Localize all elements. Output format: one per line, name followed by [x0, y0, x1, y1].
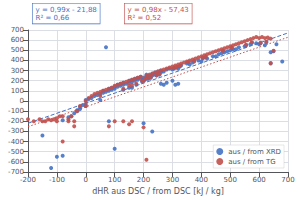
- svg-text:0: 0: [20, 97, 24, 105]
- svg-text:500: 500: [224, 176, 237, 184]
- svg-text:-200: -200: [20, 176, 36, 184]
- svg-text:700: 700: [281, 176, 294, 184]
- svg-text:R² = 0,52: R² = 0,52: [128, 14, 162, 22]
- svg-text:-500: -500: [8, 148, 24, 156]
- svg-text:300: 300: [166, 176, 179, 184]
- svg-text:-100: -100: [8, 107, 24, 115]
- svg-text:-600: -600: [8, 158, 24, 166]
- svg-text:-300: -300: [8, 127, 24, 135]
- svg-text:600: 600: [252, 176, 265, 184]
- svg-text:600: 600: [11, 36, 24, 44]
- svg-text:400: 400: [11, 56, 24, 64]
- svg-text:200: 200: [137, 176, 150, 184]
- svg-text:400: 400: [195, 176, 208, 184]
- svg-text:-700: -700: [8, 168, 24, 176]
- svg-text:100: 100: [11, 87, 24, 95]
- svg-text:y = 0,98x - 57,43: y = 0,98x - 57,43: [128, 6, 189, 14]
- svg-text:R² = 0,66: R² = 0,66: [36, 14, 70, 22]
- svg-text:0: 0: [84, 176, 88, 184]
- svg-text:-400: -400: [8, 138, 24, 146]
- svg-text:y = 0,99x - 21,88: y = 0,99x - 21,88: [36, 6, 97, 14]
- svg-text:500: 500: [11, 46, 24, 54]
- svg-text:700: 700: [11, 26, 24, 34]
- svg-text:300: 300: [11, 67, 24, 75]
- svg-text:100: 100: [108, 176, 121, 184]
- svg-text:dHR aus DSC / from DSC [kJ / k: dHR aus DSC / from DSC [kJ / kg]: [92, 187, 224, 196]
- svg-text:-200: -200: [8, 117, 24, 125]
- svg-text:200: 200: [11, 77, 24, 85]
- svg-text:aus / from XRD: aus / from XRD: [228, 148, 281, 156]
- svg-text:aus / from TG: aus / from TG: [228, 158, 275, 166]
- svg-text:-100: -100: [49, 176, 65, 184]
